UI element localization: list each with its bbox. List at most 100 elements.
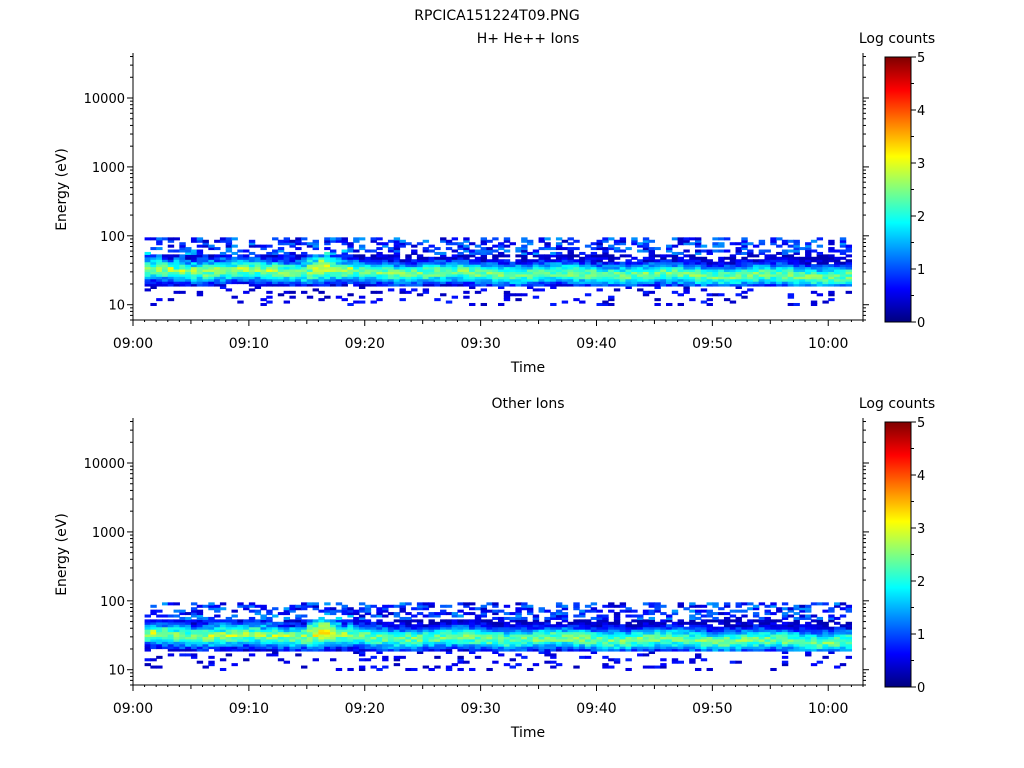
heatmap-cell (486, 629, 493, 633)
heatmap-cell (457, 244, 464, 248)
heatmap-cell (642, 631, 650, 635)
heatmap-cell (173, 256, 180, 260)
heatmap-cell (526, 624, 534, 628)
heatmap-cell (613, 256, 621, 260)
heatmap-cell (752, 271, 760, 275)
heatmap-cell (301, 242, 308, 246)
heatmap-cell (619, 237, 627, 241)
heatmap-cell (834, 646, 841, 650)
heatmap-cell (445, 631, 453, 635)
heatmap-cell (793, 261, 800, 265)
heatmap-cell (492, 268, 499, 272)
heatmap-cell (312, 633, 319, 637)
heatmap-cell (561, 633, 569, 637)
heatmap-cell (260, 607, 267, 611)
heatmap-cell (469, 276, 476, 280)
heatmap-cell (434, 643, 441, 647)
heatmap-cell (144, 254, 151, 258)
heatmap-cell (440, 636, 447, 640)
heatmap-cell (190, 641, 198, 645)
heatmap-cell (758, 616, 766, 620)
heatmap-cell (353, 259, 360, 263)
heatmap-cell (723, 612, 731, 616)
heatmap-cell (689, 624, 696, 628)
heatmap-cell (382, 283, 389, 287)
heatmap-cell (834, 636, 841, 640)
heatmap-cell (301, 271, 308, 275)
heatmap-cell (376, 626, 383, 630)
heatmap-cell (770, 624, 777, 628)
heatmap-cell (700, 609, 708, 613)
heatmap-cell (677, 604, 684, 608)
heatmap-cell (741, 266, 748, 270)
heatmap-cell (521, 629, 528, 633)
heatmap-cell (613, 281, 621, 285)
heatmap-cell (405, 261, 412, 265)
heatmap-cell (770, 648, 777, 652)
heatmap-cell (834, 276, 841, 280)
heatmap-cell (538, 259, 545, 263)
heatmap-cell (805, 624, 812, 628)
heatmap-cell (579, 629, 586, 633)
heatmap-cell (515, 633, 522, 637)
heatmap-cell (799, 643, 806, 647)
heatmap-cell (341, 626, 348, 630)
heatmap-cell (283, 283, 291, 287)
heatmap-cell (422, 266, 430, 270)
heatmap-cell (190, 273, 198, 277)
heatmap-cell (272, 259, 279, 263)
heatmap-cell (845, 266, 853, 270)
heatmap-cell (347, 638, 354, 642)
heatmap-cell (544, 650, 551, 654)
heatmap-cell (747, 283, 754, 287)
heatmap-cell (283, 237, 291, 241)
heatmap-cell (248, 288, 256, 292)
heatmap-cell (567, 621, 574, 625)
heatmap-cell (243, 264, 250, 268)
heatmap-cell (509, 293, 516, 297)
heatmap-cell (306, 621, 314, 625)
heatmap-cell (631, 624, 638, 628)
heatmap-cell (312, 266, 319, 270)
heatmap-cell (648, 646, 656, 650)
heatmap-cell (666, 302, 673, 307)
heatmap-cell (405, 612, 412, 616)
heatmap-cell (608, 602, 615, 606)
heatmap-cell (208, 604, 215, 608)
heatmap-cell (289, 266, 296, 270)
heatmap-cell (805, 626, 812, 630)
heatmap-cell (735, 629, 742, 633)
heatmap-cell (683, 271, 690, 275)
heatmap-cell (353, 283, 360, 287)
heatmap-cell (301, 641, 308, 645)
heatmap-cell (839, 648, 847, 652)
heatmap-cell (526, 281, 534, 285)
heatmap-cell (683, 288, 690, 292)
heatmap-cell (289, 273, 296, 277)
heatmap-cell (393, 244, 401, 248)
heatmap-cell (700, 264, 708, 268)
heatmap-cell (445, 247, 453, 251)
heatmap-cell (190, 281, 198, 285)
heatmap-cell (526, 667, 534, 672)
heatmap-cell (642, 665, 650, 669)
heatmap-cell (214, 636, 221, 640)
heatmap-cell (706, 298, 713, 302)
heatmap-cell (196, 631, 204, 635)
heatmap-cell (347, 631, 354, 635)
heatmap-cell (561, 624, 569, 628)
heatmap-cell (393, 276, 401, 280)
heatmap-cell (631, 239, 638, 243)
heatmap-cell (509, 638, 516, 642)
heatmap-cell (839, 266, 847, 270)
heatmap-cell (335, 266, 343, 270)
heatmap-cell (729, 638, 737, 642)
heatmap-cell (787, 261, 795, 265)
heatmap-cell (190, 643, 198, 647)
heatmap-cell (793, 283, 800, 287)
heatmap-cell (376, 264, 383, 268)
heatmap-cell (486, 602, 493, 606)
heatmap-cell (312, 256, 319, 260)
heatmap-cell (608, 256, 615, 260)
heatmap-cell (422, 629, 430, 633)
